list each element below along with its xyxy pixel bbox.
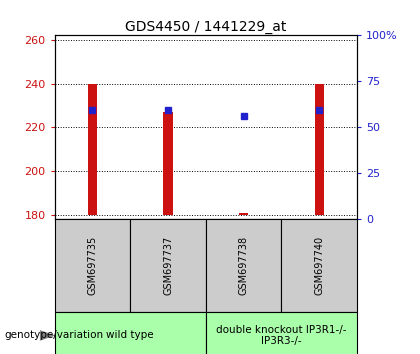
Polygon shape xyxy=(40,330,55,341)
Text: GSM697738: GSM697738 xyxy=(239,236,249,295)
Text: GSM697740: GSM697740 xyxy=(314,236,324,295)
Text: genotype/variation: genotype/variation xyxy=(4,330,103,341)
Bar xyxy=(88,84,97,215)
Text: double knockout IP3R1-/-
IP3R3-/-: double knockout IP3R1-/- IP3R3-/- xyxy=(216,325,346,346)
Bar xyxy=(239,213,248,215)
Title: GDS4450 / 1441229_at: GDS4450 / 1441229_at xyxy=(125,21,286,34)
Bar xyxy=(163,112,173,215)
Text: GSM697735: GSM697735 xyxy=(87,236,97,295)
Bar xyxy=(315,84,324,215)
Text: wild type: wild type xyxy=(106,330,154,341)
Text: GSM697737: GSM697737 xyxy=(163,236,173,295)
